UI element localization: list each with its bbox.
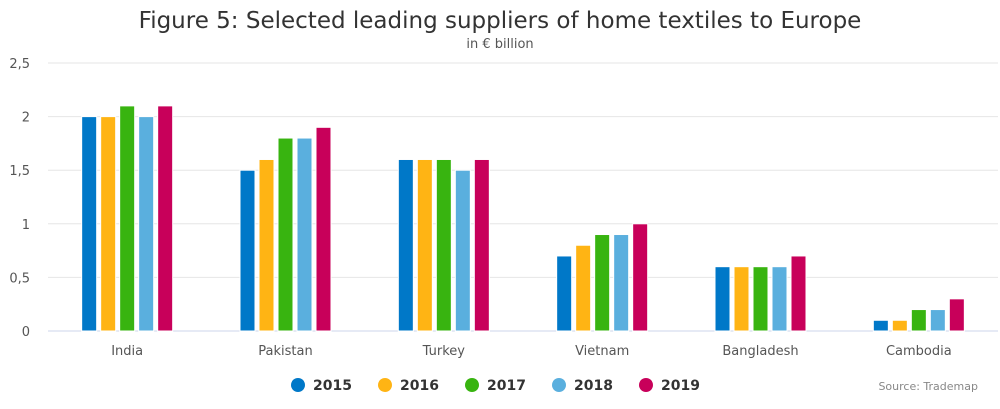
bar-cambodia-2017[interactable] — [910, 309, 927, 332]
bar-turkey-2016[interactable] — [416, 158, 433, 332]
bar-vietnam-2019[interactable] — [632, 223, 649, 332]
x-tick-label: Bangladesh — [722, 344, 798, 359]
y-tick-label: 0,5 — [9, 271, 30, 286]
bar-turkey-2019[interactable] — [473, 158, 490, 332]
bar-india-2015[interactable] — [81, 116, 98, 332]
bar-turkey-2018[interactable] — [454, 169, 471, 332]
chart-subtitle: in € billion — [466, 37, 533, 52]
bar-cambodia-2015[interactable] — [872, 319, 889, 332]
legend-item-2018[interactable]: 2018 — [552, 378, 613, 394]
y-tick-label: 2 — [22, 111, 30, 126]
bar-vietnam-2018[interactable] — [613, 234, 630, 332]
bar-vietnam-2015[interactable] — [556, 255, 573, 332]
bar-bangladesh-2019[interactable] — [790, 255, 807, 332]
bar-turkey-2017[interactable] — [435, 158, 452, 332]
legend-item-2015[interactable]: 2015 — [291, 378, 352, 394]
legend-marker — [465, 378, 479, 392]
legend-item-2019[interactable]: 2019 — [639, 378, 700, 394]
bar-pakistan-2019[interactable] — [315, 126, 332, 332]
legend-marker — [639, 378, 653, 392]
bar-bangladesh-2016[interactable] — [733, 266, 750, 332]
bar-india-2017[interactable] — [119, 105, 136, 332]
bar-pakistan-2017[interactable] — [277, 137, 294, 332]
y-tick-label: 2,5 — [9, 57, 30, 72]
bar-cambodia-2016[interactable] — [891, 319, 908, 332]
bar-india-2019[interactable] — [157, 105, 174, 332]
x-tick-label: Turkey — [422, 344, 466, 359]
legend-marker — [291, 378, 305, 392]
legend-label: 2017 — [487, 378, 526, 394]
bar-pakistan-2018[interactable] — [296, 137, 313, 332]
bar-india-2016[interactable] — [100, 116, 117, 332]
x-tick-label: India — [111, 344, 143, 359]
legend-label: 2016 — [400, 378, 439, 394]
x-tick-label: Pakistan — [258, 344, 312, 359]
legend-label: 2019 — [661, 378, 700, 394]
y-tick-label: 1 — [22, 218, 30, 233]
legend-item-2017[interactable]: 2017 — [465, 378, 526, 394]
y-tick-label: 0 — [22, 325, 30, 340]
bar-cambodia-2019[interactable] — [948, 298, 965, 332]
x-tick-label: Vietnam — [575, 344, 629, 359]
bar-vietnam-2016[interactable] — [575, 244, 592, 332]
bar-bangladesh-2018[interactable] — [771, 266, 788, 332]
source-credit: Source: Trademap — [878, 380, 978, 393]
x-tick-label: Cambodia — [886, 344, 952, 359]
bar-pakistan-2015[interactable] — [239, 169, 256, 332]
bar-turkey-2015[interactable] — [397, 158, 414, 332]
legend-marker — [552, 378, 566, 392]
legend-label: 2018 — [574, 378, 613, 394]
chart-title: Figure 5: Selected leading suppliers of … — [139, 8, 862, 34]
bar-vietnam-2017[interactable] — [594, 234, 611, 332]
y-tick-label: 1,5 — [9, 164, 30, 179]
bar-india-2018[interactable] — [138, 116, 155, 332]
bar-cambodia-2018[interactable] — [929, 309, 946, 332]
bar-bangladesh-2015[interactable] — [714, 266, 731, 332]
bar-pakistan-2016[interactable] — [258, 158, 275, 332]
bar-bangladesh-2017[interactable] — [752, 266, 769, 332]
legend-item-2016[interactable]: 2016 — [378, 378, 439, 394]
legend-marker — [378, 378, 392, 392]
legend-label: 2015 — [313, 378, 352, 394]
